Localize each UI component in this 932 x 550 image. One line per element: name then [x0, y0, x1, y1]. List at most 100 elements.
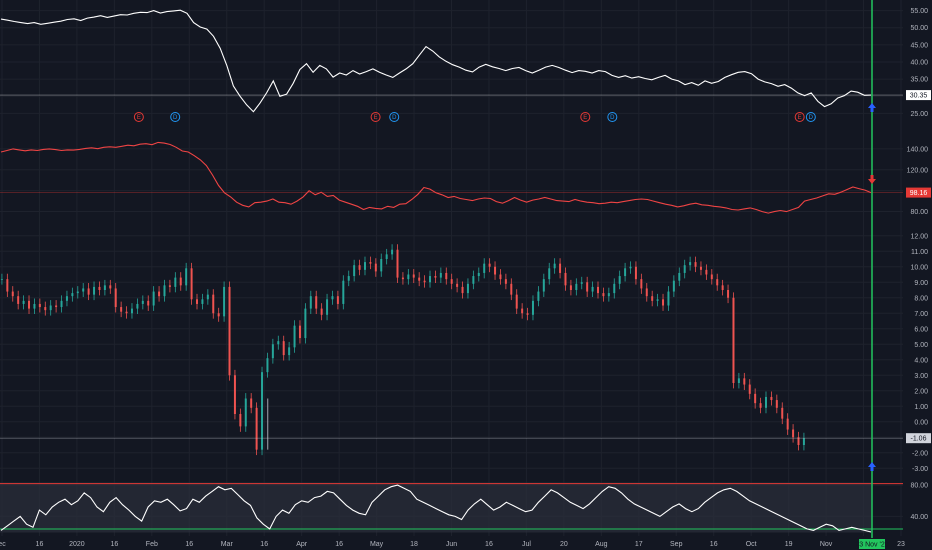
candle-body	[488, 263, 491, 267]
candle-body	[602, 293, 605, 297]
earnings-event-label: E	[137, 115, 141, 121]
candle-body	[217, 313, 220, 317]
candle-body	[206, 294, 209, 300]
candle-body	[55, 305, 58, 308]
candle-body	[309, 296, 312, 309]
last-value-badge	[906, 187, 931, 198]
y-tick-label: 40.00	[910, 60, 928, 67]
candle-body	[98, 286, 101, 290]
candle-body	[526, 313, 529, 315]
candle-body	[401, 277, 404, 280]
pane-4: 80.00 40.00	[0, 482, 928, 533]
candle-body	[667, 291, 670, 306]
candle-body	[315, 296, 318, 309]
x-tick-label: 18	[410, 541, 418, 548]
candle-body	[255, 407, 258, 450]
x-tick-label: 19	[785, 541, 793, 548]
candle-body	[212, 294, 215, 314]
x-tick-label: May	[370, 541, 384, 548]
candle-body	[347, 276, 350, 281]
candle-body	[694, 262, 697, 267]
candle-body	[802, 438, 805, 445]
series-line	[0, 484, 872, 533]
dividend-event-marker[interactable]	[607, 112, 618, 122]
candle-body	[705, 269, 708, 275]
dividend-event-label: D	[392, 115, 397, 121]
candle-body	[109, 285, 112, 289]
candle-body	[190, 268, 193, 300]
candle-body	[456, 283, 459, 287]
earnings-event-marker[interactable]	[580, 112, 591, 122]
candle-body	[434, 276, 437, 278]
candle-body	[477, 272, 480, 277]
candle-body	[277, 341, 280, 345]
y-tick-label: 0.00	[914, 419, 928, 426]
candle-body	[786, 418, 789, 430]
dividend-event-label: D	[610, 115, 615, 121]
pane-3: 12.00 11.00 10.00 9.00 8.00 7.00 6.00 5.00 4.00 3…	[0, 233, 931, 473]
x-tick-label: 16	[36, 541, 44, 548]
rsi-band	[0, 482, 872, 533]
candle-body	[537, 291, 540, 301]
y-tick-label: 12.00	[910, 233, 928, 240]
earnings-event-marker[interactable]	[370, 112, 381, 122]
dividend-event-marker[interactable]	[805, 112, 816, 122]
candle-body	[298, 325, 301, 339]
earnings-event-label: E	[374, 115, 378, 121]
last-value-label: -1.06	[911, 436, 927, 443]
x-tick-label: ec	[0, 541, 6, 548]
earnings-event-marker[interactable]	[133, 112, 144, 122]
candle-body	[759, 403, 762, 408]
candle-body	[423, 280, 426, 283]
candle-body	[374, 263, 377, 272]
cursor-date-badge	[859, 539, 885, 549]
y-tick-label: 5.00	[914, 342, 928, 349]
candle-body	[732, 297, 735, 383]
candle-body	[266, 358, 269, 373]
candle-body	[586, 282, 589, 292]
candle-body	[521, 308, 524, 314]
candle-body	[336, 296, 339, 304]
candle-body	[429, 276, 432, 283]
candle-body	[792, 429, 795, 438]
y-tick-label: 55.00	[910, 8, 928, 15]
candle-body	[136, 303, 139, 309]
earnings-event-marker[interactable]	[794, 112, 805, 122]
candle-body	[683, 265, 686, 273]
candle-body	[439, 272, 442, 278]
candle-body	[775, 400, 778, 408]
candle-body	[363, 262, 366, 270]
candle-body	[87, 288, 90, 295]
candle-body	[239, 414, 242, 427]
candle-body	[721, 285, 724, 290]
dividend-event-marker[interactable]	[170, 112, 181, 122]
candle-body	[228, 286, 231, 376]
candle-body	[754, 393, 757, 404]
candle-body	[781, 407, 784, 419]
x-tick-label: Mar	[221, 541, 234, 548]
arrow-up-icon	[868, 103, 876, 112]
x-tick-label: 16	[185, 541, 193, 548]
candle-body	[770, 396, 773, 401]
candle-body	[147, 300, 150, 306]
x-tick-label: Sep	[670, 541, 683, 548]
y-tick-label: 35.00	[910, 77, 928, 84]
dividend-event-marker[interactable]	[389, 112, 400, 122]
y-tick-label: 80.00	[910, 483, 928, 490]
candle-body	[82, 288, 85, 292]
y-tick-label: 4.00	[914, 357, 928, 364]
x-tick-label: Nov	[820, 541, 833, 548]
candle-body	[564, 272, 567, 286]
candle-body	[418, 277, 421, 281]
candle-body	[250, 398, 253, 408]
y-tick-label: 50.00	[910, 25, 928, 32]
x-tick-label: Jul	[522, 541, 531, 548]
candle-body	[407, 274, 410, 280]
candle-body	[396, 249, 399, 278]
candle-body	[645, 288, 648, 297]
candle-body	[271, 344, 274, 359]
x-tick-label: 2020	[69, 541, 85, 548]
